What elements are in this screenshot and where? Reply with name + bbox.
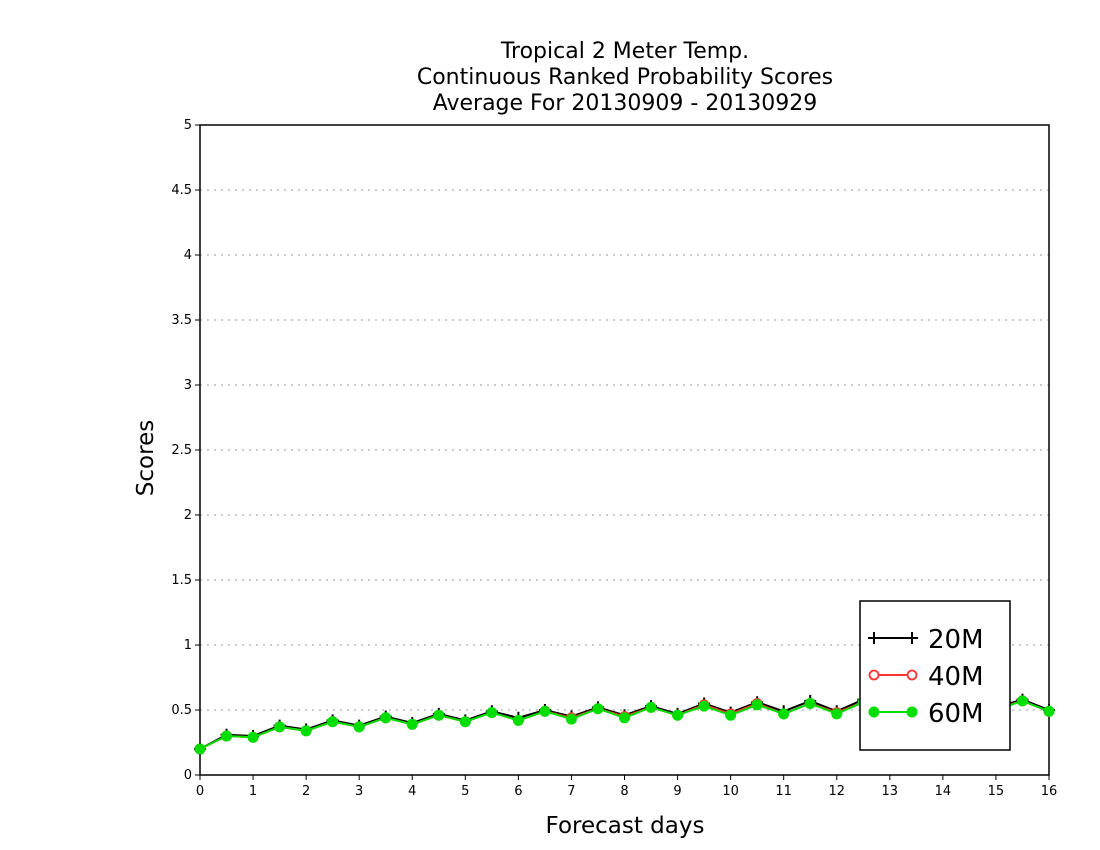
data-point-60m <box>380 712 392 724</box>
y-axis: 0 0.5 1 1.5 2 2.5 3 3.5 4 4.5 5 <box>171 118 200 783</box>
y-tick-label: 2.5 <box>171 443 192 458</box>
data-point-60m <box>221 730 233 742</box>
data-point-60m <box>565 713 577 725</box>
legend: 20M 40M 60M <box>859 600 1011 751</box>
x-tick-label: 8 <box>620 784 628 799</box>
x-tick-label: 4 <box>408 784 416 799</box>
y-tick-label: 5 <box>184 118 192 133</box>
legend-marker-60m <box>868 706 880 718</box>
x-tick-label: 16 <box>1041 784 1058 799</box>
data-point-60m <box>592 703 604 715</box>
data-point-60m <box>831 708 843 720</box>
data-point-60m <box>778 708 790 720</box>
legend-marker-20m <box>906 632 918 644</box>
legend-label-60m: 60M <box>928 699 984 729</box>
x-tick-label: 15 <box>988 784 1005 799</box>
x-tick-label: 13 <box>882 784 899 799</box>
y-tick-label: 4 <box>184 248 192 263</box>
data-point-60m <box>327 716 339 728</box>
x-axis-title: Forecast days <box>546 813 705 839</box>
chart-title: Tropical 2 Meter Temp. Continuous Ranked… <box>417 39 833 116</box>
x-tick-label: 12 <box>828 784 845 799</box>
x-tick-label: 11 <box>775 784 792 799</box>
data-point-60m <box>645 701 657 713</box>
y-tick-label: 1 <box>184 638 192 653</box>
data-point-60m <box>194 743 206 755</box>
y-tick-label: 0.5 <box>171 703 192 718</box>
title-line-1: Tropical 2 Meter Temp. <box>500 39 749 64</box>
x-tick-label: 14 <box>935 784 952 799</box>
data-point-60m <box>672 709 684 721</box>
x-tick-label: 3 <box>355 784 363 799</box>
title-line-3: Average For 20130909 - 20130929 <box>433 91 818 116</box>
data-point-60m <box>539 705 551 717</box>
legend-marker-40m <box>868 669 880 681</box>
legend-label-20m: 20M <box>928 625 984 655</box>
y-tick-label: 3.5 <box>171 313 192 328</box>
title-line-2: Continuous Ranked Probability Scores <box>417 65 833 90</box>
x-tick-label: 2 <box>302 784 310 799</box>
data-point-60m <box>512 714 524 726</box>
data-point-60m <box>619 712 630 724</box>
y-tick-label: 1.5 <box>171 573 192 588</box>
y-tick-label: 3 <box>184 378 192 393</box>
x-tick-label: 0 <box>196 784 204 799</box>
x-tick-label: 6 <box>514 784 522 799</box>
x-tick-label: 5 <box>461 784 469 799</box>
x-tick-label: 9 <box>673 784 681 799</box>
legend-marker-60m <box>906 706 918 718</box>
legend-label-40m: 40M <box>928 662 984 692</box>
data-point-60m <box>751 699 763 711</box>
x-tick-label: 1 <box>249 784 257 799</box>
legend-marker-40m <box>906 669 918 681</box>
data-point-60m <box>1043 705 1055 717</box>
data-point-60m <box>459 716 471 728</box>
data-point-60m <box>406 718 418 730</box>
data-point-60m <box>300 725 312 737</box>
data-point-60m <box>1016 695 1028 707</box>
data-point-60m <box>804 698 816 709</box>
legend-marker-20m <box>868 632 880 644</box>
y-axis-title: Scores <box>133 420 159 496</box>
y-tick-label: 0 <box>184 768 192 783</box>
x-tick-label: 7 <box>567 784 575 799</box>
data-point-60m <box>274 721 286 733</box>
data-point-60m <box>433 709 445 721</box>
data-point-60m <box>247 731 259 743</box>
x-axis: 0 1 2 3 4 5 6 7 8 9 10 11 12 13 14 15 16 <box>196 775 1057 799</box>
data-point-60m <box>486 707 498 719</box>
data-point-60m <box>353 721 365 733</box>
y-tick-label: 4.5 <box>171 183 192 198</box>
data-point-60m <box>698 700 710 712</box>
x-tick-label: 10 <box>722 784 739 799</box>
y-tick-label: 2 <box>184 508 192 523</box>
data-point-60m <box>725 709 737 721</box>
